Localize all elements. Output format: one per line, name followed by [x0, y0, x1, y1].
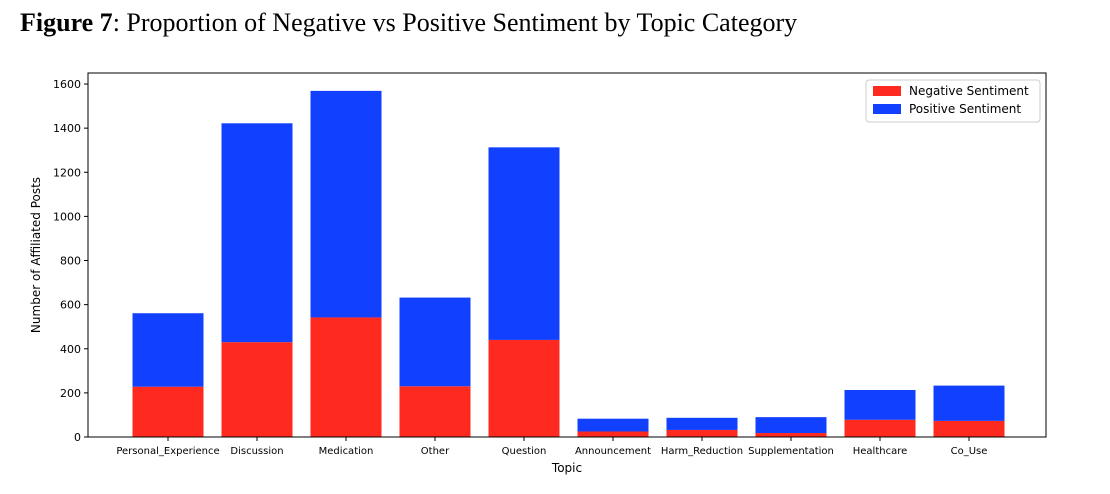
- bar-positive-harm-reduction: [666, 417, 738, 430]
- y-tick-label: 1000: [53, 210, 81, 223]
- bar-negative-other: [399, 386, 471, 437]
- x-tick-label: Supplementation: [748, 446, 834, 457]
- bar-negative-harm-reduction: [666, 429, 738, 437]
- x-tick-label: Other: [421, 446, 450, 457]
- x-tick-label: Discussion: [230, 446, 283, 457]
- y-tick-label: 1400: [53, 122, 81, 135]
- bar-negative-supplementation: [755, 433, 827, 437]
- y-tick-label: 400: [60, 343, 81, 356]
- plot-frame: [87, 72, 1047, 438]
- bar-positive-personal-experience: [132, 313, 204, 387]
- y-tick-label: 1600: [53, 78, 81, 91]
- x-tick-label: Harm_Reduction: [661, 446, 743, 457]
- x-tick-label: Healthcare: [853, 446, 908, 457]
- bar-negative-healthcare: [844, 419, 916, 437]
- bar-negative-discussion: [221, 342, 293, 437]
- bar-positive-question: [488, 147, 560, 340]
- legend-box: [865, 79, 1041, 123]
- bar-negative-co-use: [933, 420, 1005, 437]
- x-axis-label: Topic: [551, 461, 582, 475]
- bar-positive-other: [399, 297, 471, 387]
- legend: Negative Sentiment Positive Sentiment: [865, 79, 1041, 123]
- figure-number: Figure 7: [20, 8, 113, 37]
- bar-negative-question: [488, 339, 560, 437]
- bar-positive-co-use: [933, 385, 1005, 421]
- y-tick-label: 200: [60, 387, 81, 400]
- bar-negative-personal-experience: [132, 386, 204, 437]
- figure-caption: Figure 7: Proportion of Negative vs Posi…: [20, 8, 797, 38]
- bar-positive-medication: [310, 90, 382, 318]
- y-tick-label: 800: [60, 255, 81, 268]
- x-tick-label: Announcement: [575, 446, 651, 457]
- y-tick-label: 600: [60, 299, 81, 312]
- bar-positive-supplementation: [755, 417, 827, 434]
- x-tick-label: Co_Use: [951, 446, 988, 457]
- x-tick-label: Medication: [319, 446, 374, 457]
- legend-swatch-negative: [873, 86, 901, 96]
- bar-negative-announcement: [577, 431, 649, 437]
- legend-swatch-positive: [873, 104, 901, 114]
- legend-label-negative: Negative Sentiment: [909, 84, 1029, 98]
- x-tick-label: Question: [502, 446, 547, 457]
- x-axis: Personal_Experience Discussion Medication O…: [116, 437, 987, 457]
- y-tick-label: 1200: [53, 166, 81, 179]
- bar-positive-discussion: [221, 123, 293, 343]
- figure-title: : Proportion of Negative vs Positive Sen…: [112, 8, 798, 37]
- y-axis: 0 200 400 600 800 1000 1200 1400 1600: [53, 78, 88, 444]
- y-tick-label: 0: [74, 431, 81, 444]
- y-axis-label: Number of Affiliated Posts: [29, 177, 43, 333]
- x-tick-label: Personal_Experience: [116, 446, 219, 457]
- bar-positive-announcement: [577, 418, 649, 432]
- legend-label-positive: Positive Sentiment: [909, 102, 1021, 116]
- bars-layer: [132, 90, 1005, 437]
- bar-positive-healthcare: [844, 390, 916, 420]
- bar-negative-medication: [310, 317, 382, 437]
